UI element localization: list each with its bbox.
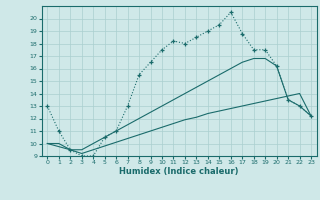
- X-axis label: Humidex (Indice chaleur): Humidex (Indice chaleur): [119, 167, 239, 176]
